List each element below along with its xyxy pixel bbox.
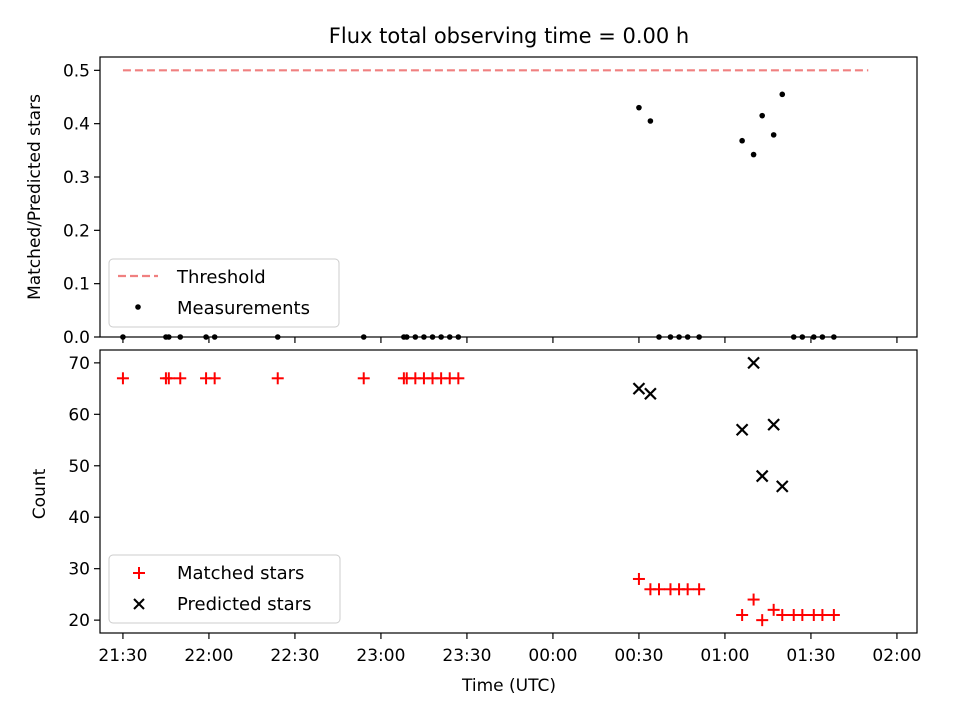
matched-stars-point (747, 593, 760, 606)
measurement-point (770, 132, 777, 138)
legend-predicted-label: Predicted stars (177, 594, 311, 615)
matched-stars-point (736, 608, 749, 621)
x-tick-label: 23:30 (442, 646, 491, 666)
x-tick-label: 01:30 (786, 646, 835, 666)
measurement-point (636, 104, 642, 111)
matched-stars-point (162, 372, 175, 385)
x-tick-label: 02:00 (872, 646, 921, 666)
matched-stars-point (827, 608, 840, 621)
ratio-legend-box (108, 258, 340, 328)
flux-ratio-panel: Flux total observing time = 0.00 h Match… (25, 24, 918, 348)
predicted-stars-point (644, 387, 657, 401)
ratio-axes: 0.0 0.1 0.2 0.3 0.4 0.5 (63, 61, 898, 348)
matched-stars-point (756, 614, 769, 627)
y-tick-label: 50 (68, 457, 90, 477)
x-tick-label: 23:00 (356, 646, 405, 666)
matched-stars-point (681, 583, 694, 596)
y-tick-label: 0.1 (63, 275, 90, 295)
predicted-stars-point (747, 356, 760, 370)
x-tick-label: 21:30 (98, 646, 147, 666)
y-tick-label: 30 (68, 560, 90, 580)
y-tick-label: 0.4 (63, 115, 90, 135)
measurement-point (739, 137, 745, 144)
predicted-stars-point (755, 469, 769, 483)
legend-measurements-label: Measurements (177, 298, 310, 319)
y-tick-label: 0.5 (63, 61, 90, 81)
ratio-legend: Threshold Measurements (108, 258, 340, 328)
y-tick-label: 20 (68, 611, 90, 631)
x-axis-label: Time (UTC) (461, 676, 556, 696)
legend-threshold-label: Threshold (176, 267, 266, 288)
legend-matched-label: Matched stars (177, 563, 304, 584)
y-tick-label: 60 (68, 405, 90, 425)
y-tick-label: 0.0 (63, 328, 90, 348)
chart-title: Flux total observing time = 0.00 h (329, 24, 689, 48)
ratio-plot-frame (99, 56, 918, 338)
predicted-stars-point (767, 418, 780, 431)
y-tick-label: 0.2 (63, 221, 90, 241)
matched-stars-point (776, 608, 789, 621)
matched-stars-point (271, 372, 284, 385)
matched-stars-point (116, 372, 129, 385)
y-axis-label-ratio: Matched/Predicted stars (25, 94, 45, 300)
count-legend-box (108, 554, 341, 624)
matched-stars-point (816, 608, 829, 621)
matched-stars-point (357, 372, 370, 385)
legend-predicted-swatch (133, 598, 145, 610)
legend-matched-swatch (133, 567, 145, 579)
y-tick-label: 70 (68, 354, 90, 374)
matched-stars-point (653, 583, 665, 596)
measurement-point (759, 112, 765, 119)
measurement-point (647, 118, 654, 124)
predicted-stars-point (735, 423, 749, 437)
x-tick-label: 22:30 (270, 646, 319, 666)
x-tick-label: 00:30 (614, 646, 663, 666)
measurement-point (750, 151, 757, 158)
measurement-point (779, 91, 786, 98)
matched-stars-point (208, 372, 221, 385)
count-marks (116, 356, 840, 627)
matched-stars-point (767, 603, 780, 616)
x-tick-label: 01:00 (700, 646, 749, 666)
matched-stars-point (693, 583, 706, 596)
predicted-stars-point (632, 382, 646, 395)
count-axes: 20 30 40 50 60 70 21:30 22:00 22:30 23:00 23:30 00:… (68, 354, 921, 666)
count-legend: Matched stars Predicted stars (108, 554, 341, 624)
legend-measurements-swatch (135, 304, 141, 310)
x-tick-label: 00:00 (528, 646, 577, 666)
matched-stars-point (632, 572, 645, 585)
x-tick-label: 22:00 (184, 646, 233, 666)
y-tick-label: 0.3 (63, 168, 90, 188)
predicted-stars-point (775, 480, 789, 493)
matched-stars-point (174, 372, 187, 385)
matched-stars-point (452, 372, 465, 385)
count-plot-frame (99, 349, 918, 634)
y-tick-label: 40 (68, 508, 90, 528)
matched-stars-point (796, 608, 809, 621)
y-axis-label-count: Count (30, 468, 50, 519)
